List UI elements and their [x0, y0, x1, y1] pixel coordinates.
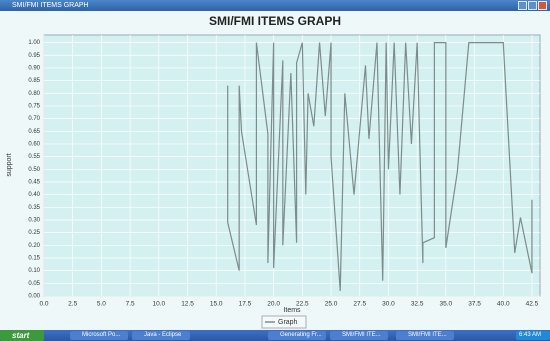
x-tick-label: 7.5: [126, 301, 135, 308]
x-tick-label: 17.5: [239, 301, 252, 308]
y-tick-label: 0.70: [28, 116, 40, 122]
x-tick-label: 37.5: [468, 301, 481, 308]
taskbar-item[interactable]: SMI/FMI ITE...: [396, 331, 454, 340]
close-button[interactable]: [538, 1, 547, 10]
app-window: SMI/FMI ITEMS GRAPH SMI/FMI ITEMS GRAPH …: [0, 0, 550, 330]
taskbar-item[interactable]: Java - Eclipse: [132, 331, 190, 340]
y-tick-label: 0.80: [28, 91, 40, 97]
start-button[interactable]: start: [0, 330, 44, 341]
taskbar-item[interactable]: SMI/FMI ITE...: [330, 331, 388, 340]
y-tick-label: 0.05: [28, 281, 40, 287]
legend-label: Graph: [278, 319, 298, 326]
x-tick-label: 22.5: [296, 301, 309, 308]
x-tick-label: 0.0: [39, 301, 48, 308]
y-tick-label: 0.40: [28, 192, 40, 198]
maximize-button[interactable]: [528, 1, 537, 10]
window-title: SMI/FMI ITEMS GRAPH: [12, 2, 89, 9]
x-tick-label: 32.5: [411, 301, 424, 308]
x-tick-label: 42.5: [526, 301, 539, 308]
x-tick-label: 35.0: [440, 301, 453, 308]
page: SMI/FMI ITEMS GRAPH SMI/FMI ITEMS GRAPH …: [0, 0, 550, 341]
x-tick-label: 5.0: [97, 301, 106, 308]
y-tick-label: 0.50: [28, 167, 40, 173]
x-tick-label: 20.0: [267, 301, 280, 308]
x-tick-label: 10.0: [152, 301, 165, 308]
y-tick-label: 0.15: [28, 256, 40, 262]
x-tick-label: 15.0: [210, 301, 223, 308]
x-tick-label: 25.0: [325, 301, 338, 308]
x-tick-label: 27.5: [353, 301, 366, 308]
y-tick-label: 0.60: [28, 142, 40, 148]
x-tick-label: 12.5: [181, 301, 194, 308]
y-tick-label: 1.00: [28, 40, 40, 46]
y-tick-label: 0.35: [28, 205, 40, 211]
y-tick-label: 0.75: [28, 104, 40, 110]
taskbar-item[interactable]: Generating Fr...: [268, 331, 326, 340]
y-axis-label: support: [6, 153, 13, 176]
y-tick-label: 0.90: [28, 66, 40, 72]
y-tick-label: 0.00: [28, 294, 40, 300]
x-tick-label: 30.0: [382, 301, 395, 308]
y-tick-label: 0.55: [28, 154, 40, 160]
y-tick-label: 0.65: [28, 129, 40, 135]
x-axis-label: Items: [283, 307, 301, 314]
clock[interactable]: 6:43 AM: [516, 331, 550, 340]
taskbar-item[interactable]: Microsoft Po...: [70, 331, 128, 340]
y-tick-label: 0.30: [28, 218, 40, 224]
y-tick-label: 0.85: [28, 78, 40, 84]
y-tick-label: 0.10: [28, 268, 40, 274]
x-tick-label: 2.5: [68, 301, 77, 308]
chart: SMI/FMI ITEMS GRAPH support Items 0.000.…: [0, 11, 550, 330]
y-tick-label: 0.20: [28, 243, 40, 249]
taskbar: start Microsoft Po... Java - Eclipse Genera…: [0, 330, 550, 341]
minimize-button[interactable]: [518, 1, 527, 10]
y-tick-label: 0.25: [28, 230, 40, 236]
y-tick-label: 0.45: [28, 180, 40, 186]
title-bar: SMI/FMI ITEMS GRAPH: [0, 0, 550, 11]
x-tick-label: 40.0: [497, 301, 510, 308]
chart-title: SMI/FMI ITEMS GRAPH: [209, 14, 341, 28]
y-tick-label: 0.95: [28, 53, 40, 59]
